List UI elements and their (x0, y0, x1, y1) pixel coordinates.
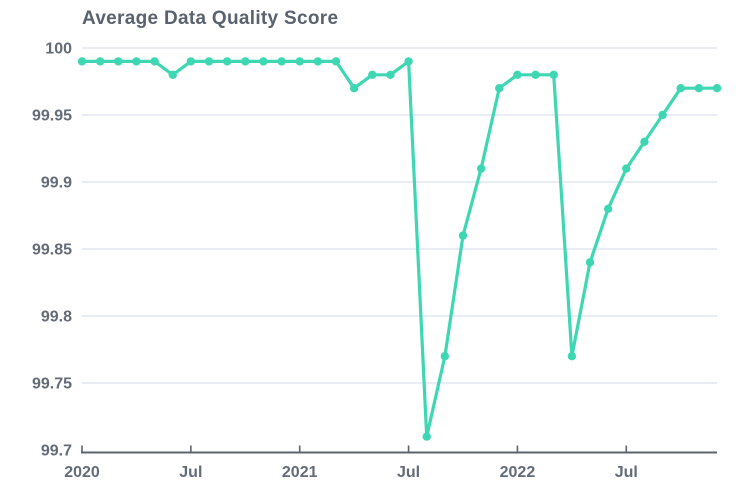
x-axis-label: Jul (615, 464, 638, 481)
data-point[interactable]: Apr 2022: 99.77 (567, 352, 577, 361)
data-point[interactable]: Nov 2022: 99.97 (694, 84, 704, 93)
data-point[interactable]: Oct 2021: 99.86 (458, 231, 468, 240)
x-axis-label: Jul (397, 464, 420, 481)
data-point[interactable]: Jun 2022: 99.88 (603, 204, 613, 213)
data-point[interactable]: Oct 2022: 99.97 (676, 84, 685, 93)
data-point[interactable]: Mar 2022: 99.98 (549, 70, 558, 80)
data-point[interactable]: Apr 2020: 99.99 (132, 57, 141, 66)
data-point[interactable]: Mar 2020: 99.99 (114, 57, 123, 66)
data-point[interactable]: Oct 2020: 99.99 (241, 57, 250, 66)
y-axis-label: 99.8 (41, 309, 72, 326)
data-point[interactable]: Dec 2021: 99.97 (495, 84, 504, 93)
chart-title: Average Data Quality Score (82, 8, 339, 29)
data-point[interactable]: Feb 2020: 99.99 (95, 57, 105, 66)
data-point[interactable]: Jun 2021: 99.98 (386, 70, 395, 80)
data-point[interactable]: Nov 2021: 99.91 (476, 164, 486, 173)
data-point[interactable]: Mar 2021: 99.99 (331, 57, 341, 66)
y-axis-label: 100 (45, 41, 72, 58)
x-axis-label: 2022 (500, 464, 536, 481)
data-point[interactable]: Dec 2020: 99.99 (277, 57, 286, 66)
data-point[interactable]: Sep 2020: 99.99 (222, 57, 232, 66)
data-point[interactable]: May 2021: 99.98 (368, 70, 377, 80)
data-point[interactable]: Nov 2020: 99.99 (259, 57, 268, 66)
data-point[interactable]: Aug 2022: 99.93 (640, 137, 649, 146)
data-point[interactable]: Jul 2022: 99.91 (622, 164, 631, 173)
data-point[interactable]: May 2020: 99.99 (150, 57, 159, 66)
data-point[interactable]: May 2022: 99.84 (585, 258, 595, 267)
data-point[interactable]: Apr 2021: 99.97 (349, 84, 359, 93)
data-point[interactable]: Sep 2022: 99.95 (658, 110, 667, 120)
data-point[interactable]: Jul 2020: 99.99 (186, 57, 196, 66)
data-point[interactable]: Aug 2021: 99.71 (422, 432, 431, 441)
y-axis-label: 99.7 (41, 443, 72, 460)
data-point[interactable]: Dec 2022: 99.97 (712, 84, 722, 93)
y-axis-label: 99.95 (32, 108, 72, 125)
data-point[interactable]: Jan 2022: 99.98 (513, 70, 522, 80)
y-axis-label: 99.75 (32, 376, 72, 393)
data-point[interactable]: Feb 2021: 99.99 (313, 57, 323, 66)
data-point[interactable]: Jan 2020: 99.99 (77, 57, 87, 66)
y-axis-label: 99.85 (32, 242, 72, 259)
y-axis-label: 99.9 (41, 175, 72, 192)
x-axis-label: Jul (179, 464, 202, 481)
data-point[interactable]: Aug 2020: 99.99 (204, 57, 214, 66)
x-axis-label: 2021 (282, 464, 318, 481)
data-point[interactable]: Jul 2021: 99.99 (404, 57, 413, 66)
x-axis-label: 2020 (64, 464, 100, 481)
data-point[interactable]: Feb 2022: 99.98 (531, 70, 540, 80)
data-point[interactable]: Sep 2021: 99.77 (440, 352, 450, 361)
data-point[interactable]: Jun 2020: 99.98 (168, 70, 177, 80)
data-point[interactable]: Jan 2021: 99.99 (295, 57, 304, 66)
